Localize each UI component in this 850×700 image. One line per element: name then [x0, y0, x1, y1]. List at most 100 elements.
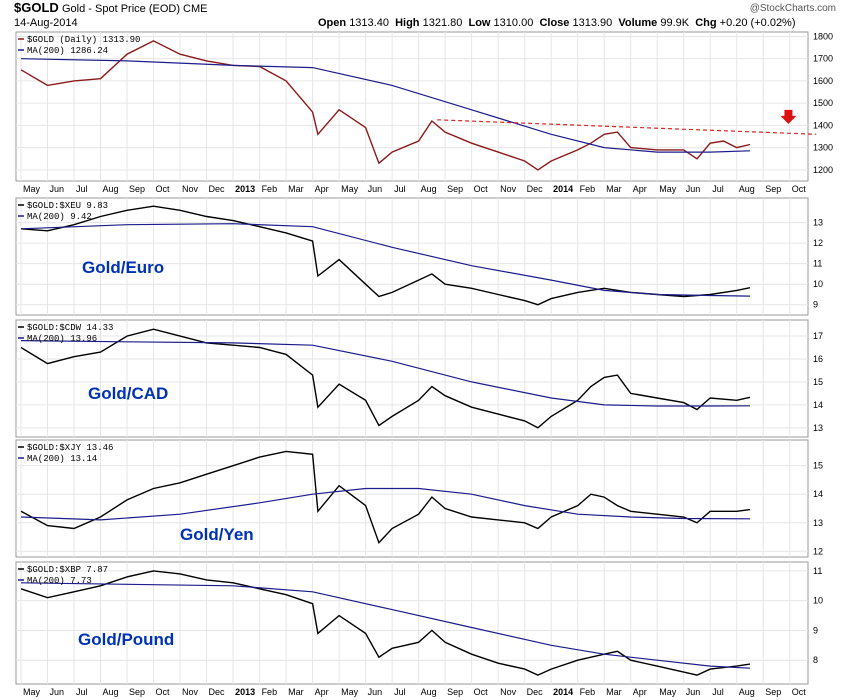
y-tick-label: 14: [813, 489, 823, 499]
x-tick-label-bottom: Jul: [394, 687, 406, 697]
x-tick-label-top: May: [23, 184, 41, 194]
trendline: [437, 119, 817, 135]
x-tick-label-bottom: Dec: [209, 687, 226, 697]
legend-series-name: $GOLD:$XEU 9.83: [27, 201, 108, 211]
x-tick-label-bottom: Mar: [606, 687, 622, 697]
price-line: [20, 205, 751, 306]
y-tick-label: 14: [813, 400, 823, 410]
x-tick-label-bottom: Sep: [129, 687, 145, 697]
x-tick-label-bottom: Nov: [500, 687, 517, 697]
y-tick-label: 1800: [813, 31, 833, 41]
panel-label: Gold/Euro: [82, 258, 164, 277]
price-line: [20, 570, 751, 676]
x-tick-label-top: Mar: [288, 184, 304, 194]
x-tick-label-top: Aug: [103, 184, 119, 194]
x-tick-label-bottom: 2014: [553, 687, 573, 697]
y-tick-label: 9: [813, 300, 818, 310]
x-tick-label-bottom: Nov: [182, 687, 199, 697]
low-value: 1310.00: [493, 17, 534, 29]
x-tick-label-top: May: [659, 184, 677, 194]
x-tick-label-top: Mar: [606, 184, 622, 194]
x-tick-label-bottom: Oct: [156, 687, 171, 697]
price-line: [20, 40, 751, 171]
x-tick-label-bottom: May: [659, 687, 677, 697]
ma200-line: [20, 58, 751, 153]
open-value: 1313.40: [349, 17, 389, 29]
x-tick-label-bottom: Aug: [103, 687, 119, 697]
high-value: 1321.80: [422, 17, 463, 29]
open-label: Open: [318, 17, 347, 29]
x-tick-label-top: Nov: [182, 184, 199, 194]
y-tick-label: 10: [813, 596, 823, 606]
legend-series-name: $GOLD:$XBP 7.87: [27, 565, 108, 575]
panel-label: Gold/CAD: [88, 384, 168, 403]
y-tick-label: 15: [813, 461, 823, 471]
y-tick-label: 1700: [813, 54, 833, 64]
x-tick-label-bottom: Feb: [580, 687, 596, 697]
legend-ma-name: MA(200) 1286.24: [27, 46, 108, 56]
panel-frame: [15, 439, 809, 558]
panel-frame: [15, 197, 809, 316]
x-tick-label-bottom: Jun: [50, 687, 65, 697]
x-tick-label-top: Apr: [315, 184, 329, 194]
volume-label: Volume: [618, 17, 658, 29]
y-tick-label: 10: [813, 279, 823, 289]
x-tick-label-top: Oct: [474, 184, 489, 194]
panel-1: 1200 1300 1400 1500 1600 1700 1800 $GOLD (Daily…: [15, 31, 833, 182]
y-tick-label: 15: [813, 377, 823, 387]
y-tick-label: 13: [813, 218, 823, 228]
legend-series-name: $GOLD:$CDW 14.33: [27, 323, 113, 333]
ma200-line: [20, 340, 751, 407]
x-tick-label-top: Sep: [129, 184, 145, 194]
x-tick-label-bottom: Jul: [712, 687, 724, 697]
panel-frame: [15, 31, 809, 182]
legend-ma-name: MA(200) 9.42: [27, 212, 92, 222]
x-tick-label-top: Jun: [686, 184, 701, 194]
y-tick-label: 13: [813, 518, 823, 528]
x-tick-label-bottom: Jun: [686, 687, 701, 697]
price-line: [20, 328, 751, 429]
price-line: [20, 450, 751, 545]
legend-ma-name: MA(200) 13.14: [27, 454, 97, 464]
y-tick-label: 1600: [813, 76, 833, 86]
x-tick-label-bottom: May: [23, 687, 41, 697]
quote-date: 14-Aug-2014: [14, 17, 78, 29]
y-tick-label: 16: [813, 354, 823, 364]
close-value: 1313.90: [572, 17, 613, 29]
y-tick-label: 12: [813, 546, 823, 556]
x-tick-label-bottom: Dec: [527, 687, 544, 697]
legend-ma-name: MA(200) 13.96: [27, 334, 97, 344]
y-tick-label: 1300: [813, 143, 833, 153]
y-tick-label: 11: [813, 566, 822, 576]
panel-frame: [15, 561, 809, 685]
x-tick-label-top: Sep: [765, 184, 781, 194]
y-tick-label: 1500: [813, 98, 833, 108]
y-tick-label: 1200: [813, 165, 833, 175]
y-tick-label: 12: [813, 238, 823, 248]
x-tick-label-top: Jul: [712, 184, 724, 194]
x-tick-label-top: Apr: [633, 184, 647, 194]
brand-watermark: @StockCharts.com: [749, 3, 836, 14]
instrument-name: Gold - Spot Price (EOD) CME: [62, 3, 208, 15]
ohlc-readout: Open 1313.40 High 1321.80 Low 1310.00 Cl…: [318, 17, 796, 29]
symbol-title: $GOLD: [14, 0, 59, 15]
x-tick-label-top: Dec: [209, 184, 226, 194]
x-tick-label-bottom: Feb: [262, 687, 278, 697]
legend-series-name: $GOLD:$XJY 13.46: [27, 443, 113, 453]
x-tick-label-top: Aug: [739, 184, 755, 194]
x-tick-label-top: Jul: [76, 184, 88, 194]
x-tick-label-bottom: 2013: [235, 687, 255, 697]
x-tick-label-top: Nov: [500, 184, 517, 194]
x-tick-label-top: Oct: [792, 184, 807, 194]
y-tick-label: 9: [813, 625, 818, 635]
ma200-line: [20, 487, 751, 521]
x-tick-label-top: 2014: [553, 184, 573, 194]
close-label: Close: [539, 17, 570, 29]
x-tick-label-bottom: Mar: [288, 687, 304, 697]
y-tick-label: 11: [813, 259, 822, 269]
chart-header: $GOLD Gold - Spot Price (EOD) CME @Stock…: [0, 0, 850, 32]
y-tick-label: 13: [813, 423, 823, 433]
